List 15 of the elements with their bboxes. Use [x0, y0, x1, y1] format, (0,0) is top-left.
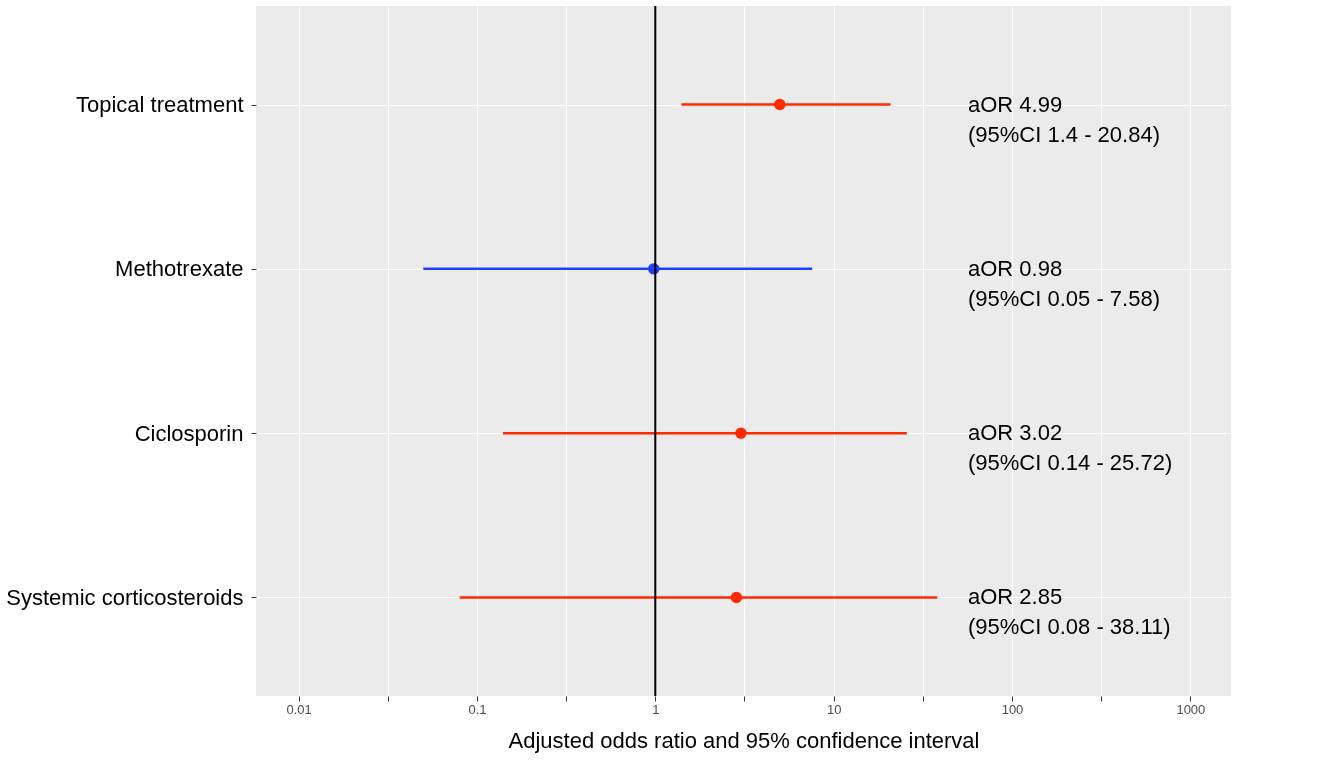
y-tick-label: Systemic corticosteroids: [6, 584, 244, 610]
x-tick-label: 0.01: [286, 701, 312, 717]
y-tick-label: Topical treatment: [75, 92, 244, 118]
x-tick-label: 10: [826, 701, 842, 717]
annotation: aOR 4.99 (95%CI 1.4 - 20.84): [968, 91, 1160, 147]
annotation: aOR 0.98 (95%CI 0.05 - 7.58): [968, 255, 1160, 311]
x-axis-title: Adjusted odds ratio and 95% confidence interval: [508, 727, 980, 753]
x-tick-label: 1: [652, 701, 660, 717]
x-tick-label: 100: [1001, 701, 1024, 717]
annotation: aOR 2.85 (95%CI 0.08 - 38.11): [968, 584, 1171, 640]
annotation: aOR 3.02 (95%CI 0.14 - 25.72): [968, 420, 1173, 476]
y-tick-label: Ciclosporin: [134, 420, 244, 446]
y-tick-label: Methotrexate: [115, 256, 244, 282]
x-tick-label: 1000: [1176, 701, 1206, 717]
x-tick-label: 0.1: [468, 701, 487, 717]
